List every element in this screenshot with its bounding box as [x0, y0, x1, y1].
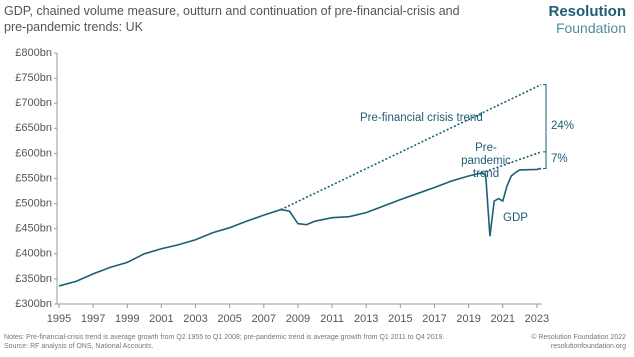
x-tick-label: 2017 — [422, 313, 446, 325]
series-line — [280, 83, 542, 211]
x-tick-label: 1997 — [81, 313, 105, 325]
x-tick-label: 2007 — [252, 313, 276, 325]
y-tick-label: £500bn — [15, 198, 52, 210]
y-tick-label: £400bn — [15, 248, 52, 260]
annotation: 7% — [551, 153, 568, 166]
footnotes: Notes: Pre-financial-crisis trend is ave… — [4, 333, 484, 351]
y-tick-label: £350bn — [15, 273, 52, 285]
logo-text: Foundation — [555, 20, 626, 36]
y-tick-label: £550bn — [15, 172, 52, 184]
source: Source: RF analysis of ONS, National Acc… — [4, 343, 154, 350]
series-line — [58, 167, 542, 287]
x-tick-label: 2015 — [388, 313, 412, 325]
x-tick-label: 2019 — [456, 313, 480, 325]
logo: Resolution Foundation — [548, 3, 627, 37]
y-tick-label: £700bn — [15, 97, 52, 109]
x-tick-label: 2009 — [286, 313, 310, 325]
series-label: Pre-financial crisis trend — [360, 112, 483, 124]
bracket — [543, 151, 547, 169]
x-tick-label: 1999 — [115, 313, 139, 325]
y-tick-label: £800bn — [15, 47, 52, 59]
credit: © Resolution Foundation 2022 resolutionf… — [531, 333, 626, 351]
x-tick-label: 2021 — [491, 313, 515, 325]
credit-text: resolutionfoundation.org — [550, 343, 626, 350]
y-tick-label: £450bn — [15, 223, 52, 235]
x-tick-label: 2023 — [525, 313, 549, 325]
x-tick-label: 2005 — [217, 313, 241, 325]
x-tick-label: 1995 — [47, 313, 71, 325]
series-line — [481, 151, 542, 174]
x-tick-label: 2003 — [183, 313, 207, 325]
series-label: GDP — [503, 212, 528, 224]
y-tick-label: £750bn — [15, 72, 52, 84]
notes: Notes: Pre-financial-crisis trend is ave… — [4, 334, 445, 341]
x-tick-label: 2013 — [354, 313, 378, 325]
y-tick-label: £600bn — [15, 147, 52, 159]
series-label: Pre-pandemic trend — [461, 142, 511, 180]
y-tick-label: £650bn — [15, 122, 52, 134]
logo-text: Resolution — [548, 3, 627, 20]
annotation: 24% — [551, 119, 575, 132]
x-tick-label: 2001 — [149, 313, 173, 325]
x-tick-label: 2011 — [320, 313, 344, 325]
credit-text: © Resolution Foundation 2022 — [531, 334, 626, 341]
chart-title: GDP, chained volume measure, outturn and… — [4, 4, 460, 34]
y-tick-label: £300bn — [15, 298, 52, 310]
